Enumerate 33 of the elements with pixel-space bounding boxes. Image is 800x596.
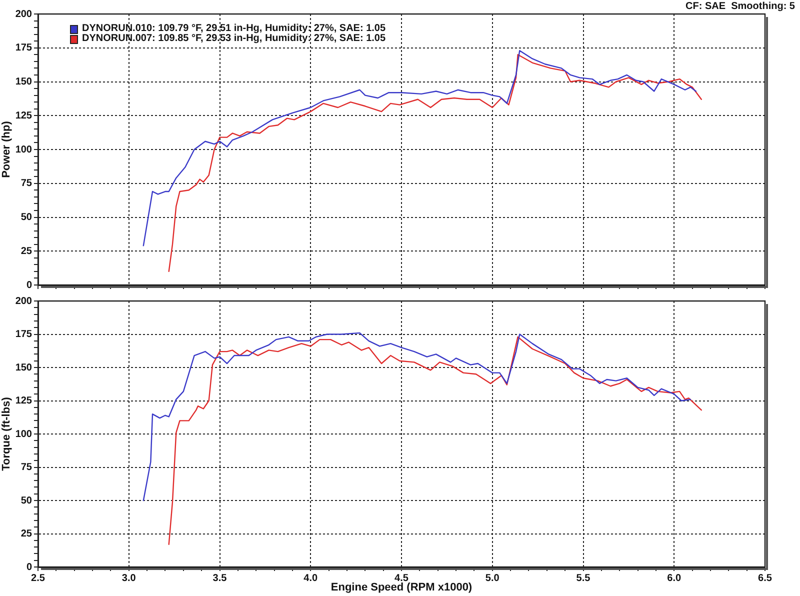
x-tick-label: 3.5 xyxy=(212,572,228,584)
y-tick-label: 50 xyxy=(20,495,32,506)
x-tick-label: 2.5 xyxy=(31,572,46,584)
y-tick-label: 50 xyxy=(20,212,32,223)
y-axis-title: Power (hp) xyxy=(0,120,13,178)
text: CF: SAE Smoothing: 5 xyxy=(686,1,795,12)
y-tick-label: 200 xyxy=(15,296,32,307)
y-tick-label: 200 xyxy=(15,8,32,20)
x-tick-label: 4.0 xyxy=(304,572,318,584)
x-tick-label: 5.0 xyxy=(485,572,500,584)
x-axis-title: Engine Speed (RPM x1000) xyxy=(330,581,472,594)
y-tick-label: 0 xyxy=(26,280,32,291)
y-tick-label: 75 xyxy=(20,178,32,190)
x-tick-label: 6.5 xyxy=(758,572,772,584)
y-tick-label: 25 xyxy=(20,528,32,540)
y-tick-label: 125 xyxy=(15,110,32,122)
y-tick-label: 125 xyxy=(15,396,32,406)
y-tick-label: 75 xyxy=(20,462,32,473)
x-tick-label: 4.5 xyxy=(394,572,409,584)
y-tick-label: 175 xyxy=(15,329,32,340)
x-tick-label: 5.5 xyxy=(576,572,591,584)
y-tick-label: 100 xyxy=(15,144,32,156)
y-tick-label: 150 xyxy=(15,362,32,374)
x-tick-label: 6.0 xyxy=(667,572,682,584)
y-axis-title: Torque (ft-lbs) xyxy=(0,396,13,471)
legend-label: DYNORUN.007: 109.85 °F, 29.53 in-Hg, Humidity: 27%, SAE: 1.05 xyxy=(82,33,386,44)
x-tick-label: 3.0 xyxy=(122,572,136,584)
legend-label: DYNORUN.010: 109.79 °F, 29.51 in-Hg, Humidity: 27%, SAE: 1.05 xyxy=(82,23,386,34)
y-tick-label: 0 xyxy=(26,562,32,573)
y-tick-label: 150 xyxy=(15,76,32,88)
y-tick-label: 25 xyxy=(20,246,32,257)
y-tick-label: 175 xyxy=(15,42,32,54)
y-tick-label: 100 xyxy=(15,428,32,440)
